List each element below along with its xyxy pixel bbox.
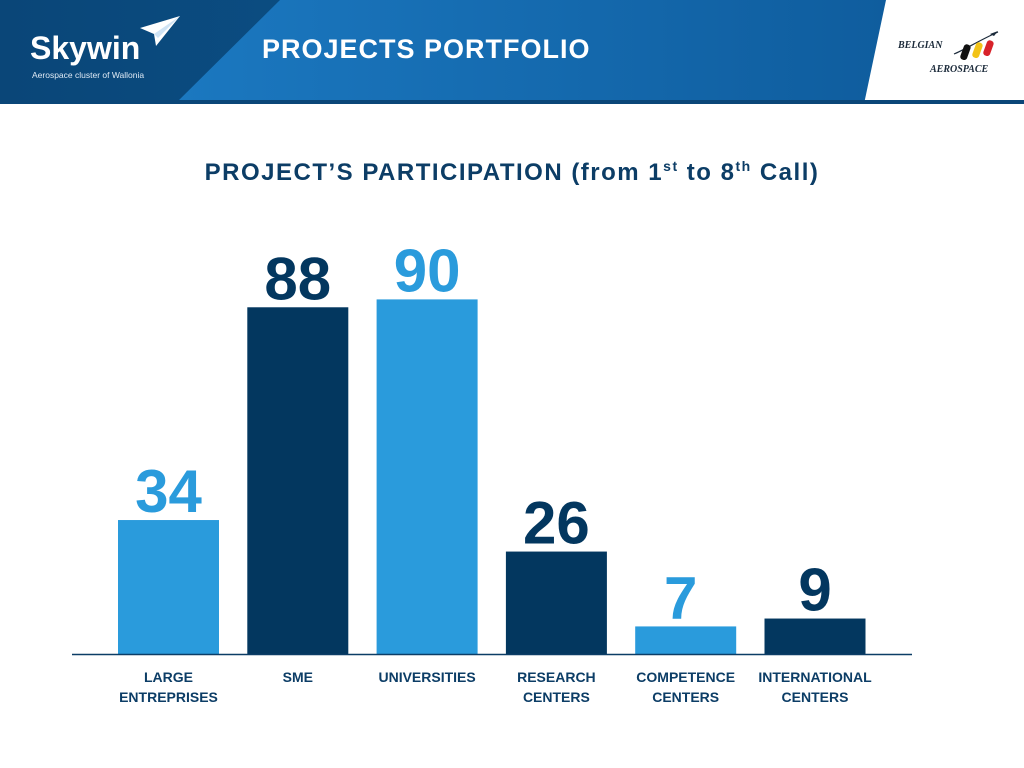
x-tick-label-line: SME [282,669,313,685]
header-band: Skywin Aerospace cluster of Wallonia PRO… [0,0,1024,104]
chart-title: PROJECT’S PARTICIPATION (from 1st to 8th… [0,158,1024,187]
chart-title-middle: to 8 [678,159,736,186]
x-tick-label-0: LARGE ENTREPRISES [104,667,234,707]
bar-2 [376,299,478,654]
x-tick-label-line: RESEARCH [517,669,596,685]
bar-value-label-0: 34 [135,458,202,525]
x-tick-label-line: UNIVERSITIES [378,669,476,685]
x-tick-label-line: CENTERS [652,689,720,705]
bar-0 [118,520,219,654]
bar-value-label-1: 88 [264,245,331,312]
chart-title-sup-1: st [663,158,679,174]
bar-5 [764,618,866,654]
x-tick-label-4: COMPETENCE CENTERS [621,667,751,707]
x-tick-label-line: COMPETENCE [636,669,736,685]
paper-plane-icon [140,16,180,46]
bar-value-label-5: 9 [798,557,831,624]
x-tick-label-5: INTERNATIONAL CENTERS [750,667,880,707]
bar-value-label-2: 90 [394,237,461,304]
partner-logo-text-1: BELGIAN [898,40,943,51]
skywin-logo-text: Skywin [30,30,141,66]
chart-title-prefix: PROJECT’S PARTICIPATION (from 1 [204,159,664,186]
partner-logo-text-2: AEROSPACE [930,64,989,75]
x-tick-label-1: SME [233,667,363,687]
skywin-tagline: Aerospace cluster of Wallonia [32,70,145,80]
header-background [0,0,1024,104]
x-tick-label-line: INTERNATIONAL [758,669,872,685]
belgian-flag-swoosh-icon [953,31,999,61]
x-tick-label-2: UNIVERSITIES [362,667,492,687]
chart-title-suffix: Call) [751,159,820,186]
x-tick-label-line: LARGE [144,669,193,685]
bar-4 [635,626,737,654]
bar-3 [505,551,607,654]
x-tick-label-line: CENTERS [522,689,590,705]
bar-1 [247,307,349,654]
x-tick-label-3: RESEARCH CENTERS [491,667,621,707]
page-title: PROJECTS PORTFOLIO [262,34,591,64]
bar-value-label-4: 7 [664,564,697,631]
x-tick-label-line: CENTERS [781,689,849,705]
bar-value-label-3: 26 [523,490,590,557]
x-tick-label-line: ENTREPRISES [119,689,218,705]
chart-title-sup-2: th [735,158,752,174]
